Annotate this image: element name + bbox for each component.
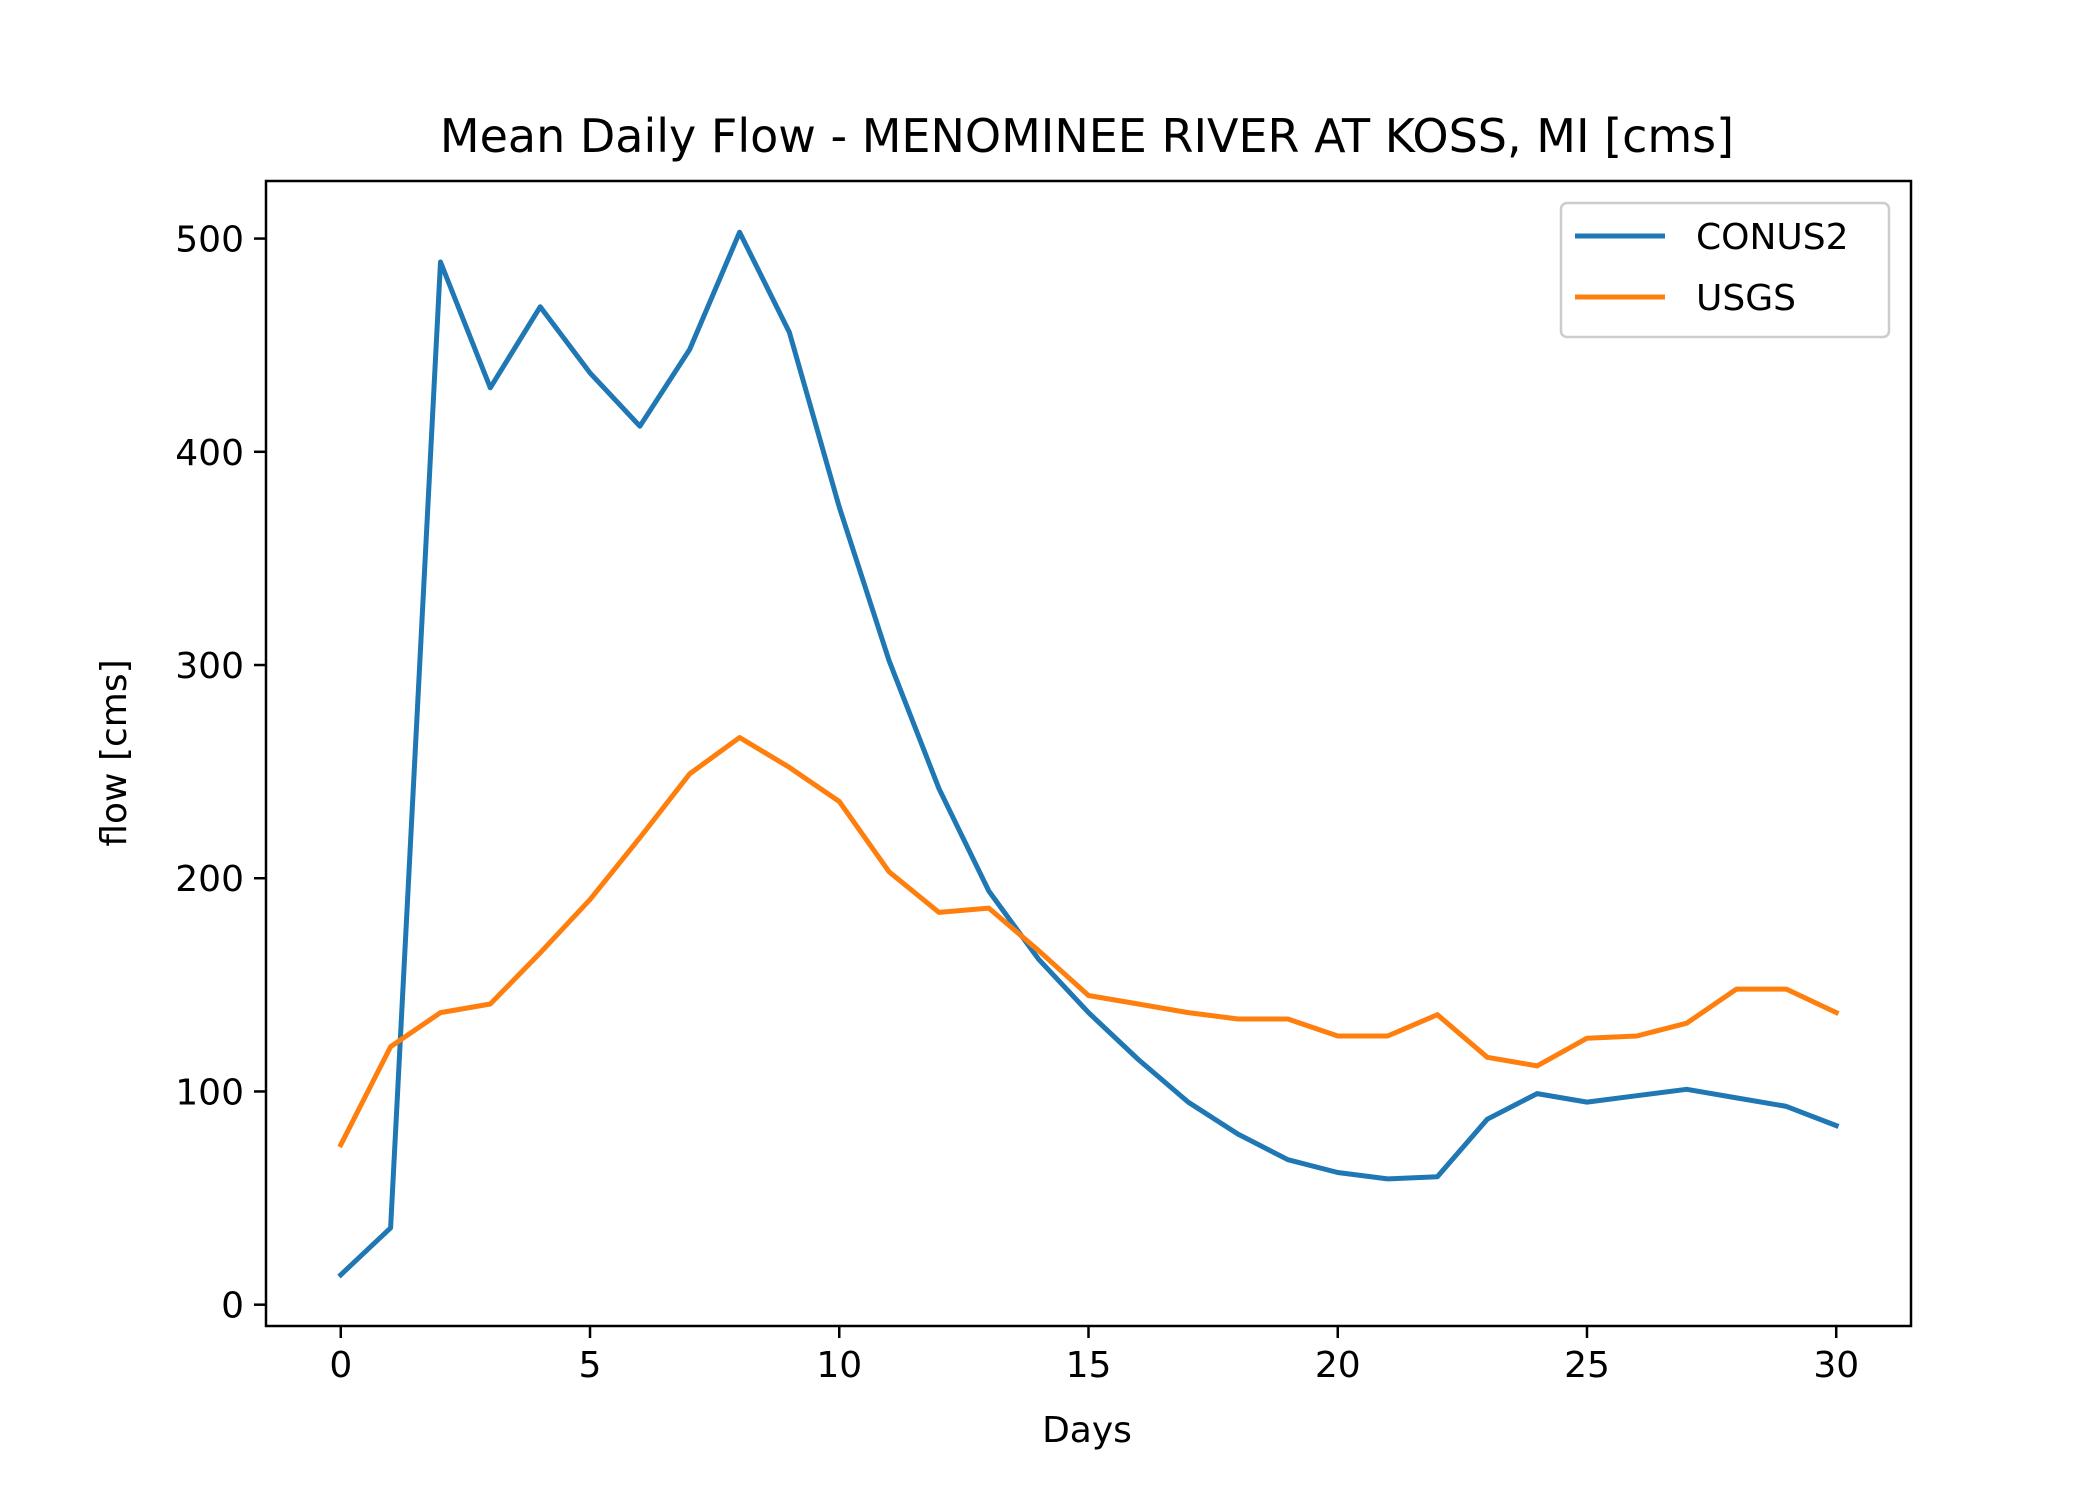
y-tick-label: 400 bbox=[175, 433, 244, 474]
x-tick-label: 10 bbox=[816, 1345, 862, 1386]
legend-label-usgs: USGS bbox=[1696, 278, 1796, 319]
y-tick-label: 200 bbox=[175, 859, 244, 900]
y-tick-label: 100 bbox=[175, 1072, 244, 1113]
x-tick-label: 5 bbox=[579, 1345, 602, 1386]
chart-title: Mean Daily Flow - MENOMINEE RIVER AT KOS… bbox=[440, 109, 1734, 163]
plot-area bbox=[337, 229, 1840, 1279]
legend: CONUS2 USGS bbox=[1559, 201, 1891, 339]
y-axis-label: flow [cms] bbox=[94, 659, 135, 846]
legend-label-conus2: CONUS2 bbox=[1696, 217, 1849, 258]
y-tick-label: 300 bbox=[175, 646, 244, 687]
x-tick-label: 25 bbox=[1564, 1345, 1610, 1386]
series-line-usgs bbox=[337, 735, 1840, 1149]
x-axis-label: Days bbox=[1042, 1410, 1132, 1451]
x-tick-label: 30 bbox=[1813, 1345, 1859, 1386]
x-tick-label: 0 bbox=[329, 1345, 352, 1386]
y-tick-label: 0 bbox=[221, 1286, 244, 1327]
series-line-conus2 bbox=[337, 229, 1840, 1279]
y-tick-label: 500 bbox=[175, 220, 244, 261]
x-tick-label: 15 bbox=[1066, 1345, 1112, 1386]
x-tick-label: 20 bbox=[1315, 1345, 1361, 1386]
